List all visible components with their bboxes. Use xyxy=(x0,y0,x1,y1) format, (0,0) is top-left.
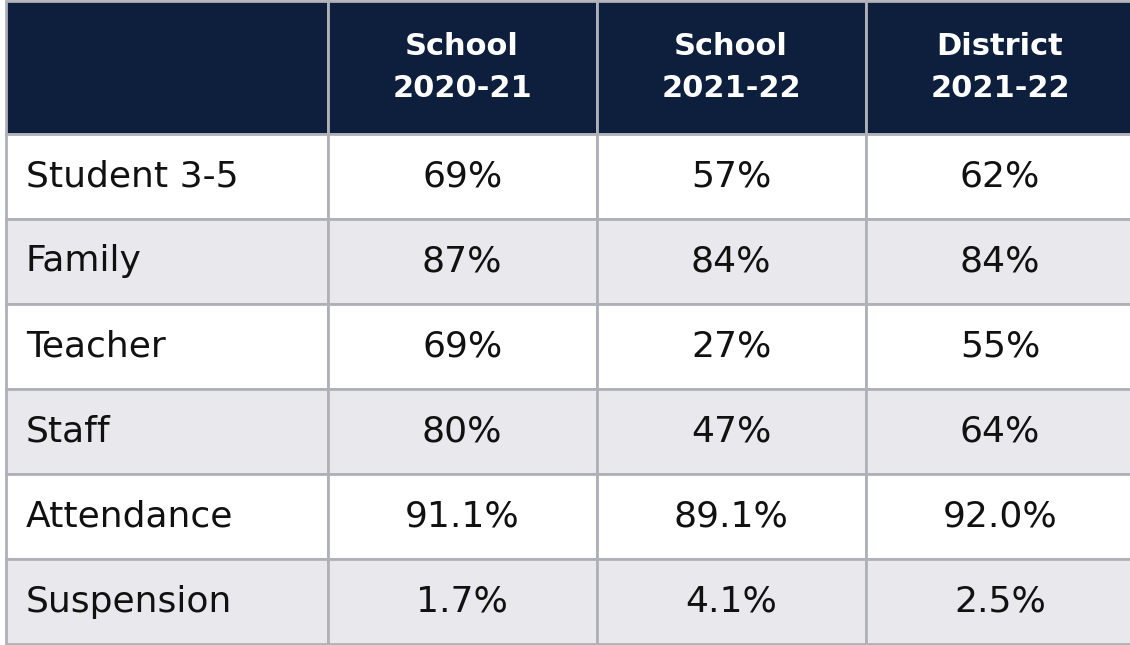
Text: 84%: 84% xyxy=(690,244,772,278)
Text: 4.1%: 4.1% xyxy=(685,585,777,619)
Bar xyxy=(6,134,328,219)
Text: 2.5%: 2.5% xyxy=(954,585,1046,619)
Text: Student 3-5: Student 3-5 xyxy=(26,159,238,193)
Bar xyxy=(6,1,328,134)
Bar xyxy=(866,134,1130,219)
Text: 89.1%: 89.1% xyxy=(673,500,789,533)
Text: 1.7%: 1.7% xyxy=(416,585,508,619)
Text: 69%: 69% xyxy=(421,159,503,193)
Bar xyxy=(597,559,866,644)
Text: Attendance: Attendance xyxy=(26,500,234,533)
Bar xyxy=(597,134,866,219)
Text: 69%: 69% xyxy=(421,330,503,363)
Bar xyxy=(597,474,866,559)
Text: 80%: 80% xyxy=(421,415,503,448)
Text: School: School xyxy=(675,32,788,61)
Text: 92.0%: 92.0% xyxy=(942,500,1058,533)
Text: 84%: 84% xyxy=(959,244,1041,278)
Text: 87%: 87% xyxy=(421,244,503,278)
Text: Teacher: Teacher xyxy=(26,330,166,363)
Bar xyxy=(328,219,597,304)
Text: 55%: 55% xyxy=(959,330,1041,363)
Text: 27%: 27% xyxy=(690,330,772,363)
Text: 62%: 62% xyxy=(959,159,1041,193)
Bar xyxy=(328,474,597,559)
Text: Suspension: Suspension xyxy=(26,585,233,619)
Bar xyxy=(866,219,1130,304)
Bar xyxy=(866,1,1130,134)
Bar xyxy=(328,389,597,474)
Text: School: School xyxy=(406,32,519,61)
Bar xyxy=(597,1,866,134)
Text: 47%: 47% xyxy=(690,415,772,448)
Bar xyxy=(328,559,597,644)
Bar xyxy=(6,304,328,389)
Text: 2021-22: 2021-22 xyxy=(661,74,801,103)
Text: 64%: 64% xyxy=(959,415,1041,448)
Bar xyxy=(328,304,597,389)
Text: 2020-21: 2020-21 xyxy=(392,74,532,103)
Bar xyxy=(597,219,866,304)
Bar xyxy=(6,389,328,474)
Text: 2021-22: 2021-22 xyxy=(930,74,1070,103)
Bar xyxy=(866,474,1130,559)
Bar xyxy=(6,474,328,559)
Bar xyxy=(6,559,328,644)
Bar xyxy=(866,304,1130,389)
Bar xyxy=(6,219,328,304)
Bar xyxy=(597,304,866,389)
Text: 57%: 57% xyxy=(690,159,772,193)
Bar xyxy=(328,1,597,134)
Bar xyxy=(866,389,1130,474)
Text: 91.1%: 91.1% xyxy=(405,500,520,533)
Bar xyxy=(597,389,866,474)
Bar xyxy=(328,134,597,219)
Text: District: District xyxy=(937,32,1063,61)
Bar xyxy=(866,559,1130,644)
Text: Staff: Staff xyxy=(26,415,111,448)
Text: Family: Family xyxy=(26,244,142,278)
